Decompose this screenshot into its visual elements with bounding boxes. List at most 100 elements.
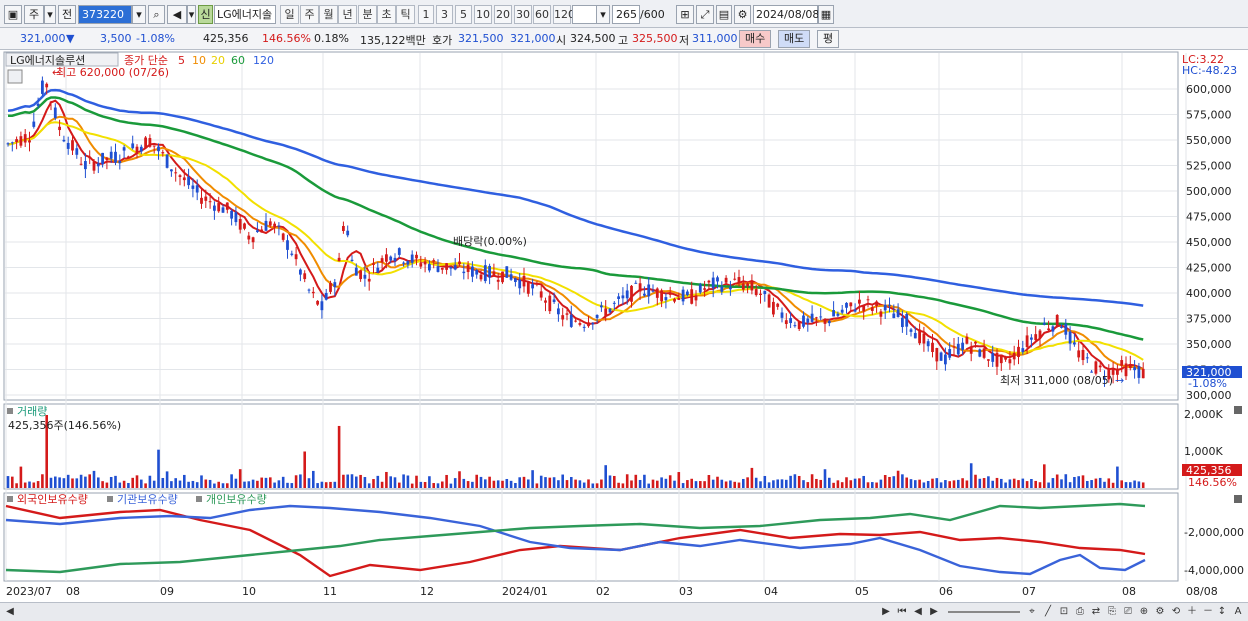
candle-body [311,291,315,294]
candle-body [539,291,543,298]
interval-20[interactable]: 20 [494,5,512,24]
auto-scale-icon[interactable]: A [1234,606,1242,617]
period-year[interactable]: 년 [338,5,357,24]
volume-bar [496,480,500,488]
volume-bar [871,482,874,488]
candle-body [582,326,586,328]
candle-body [200,197,203,204]
eval-button[interactable]: 평 [817,30,840,48]
draw-icon[interactable]: ⤢ [696,5,714,24]
volume-bar [277,480,281,488]
period-second[interactable]: 초 [377,5,396,24]
low-arrow-icon: → [1115,374,1124,387]
range-select[interactable]: 전 [58,5,76,24]
candle-body [15,139,18,143]
holding-panel-close-icon[interactable] [1234,495,1242,503]
candle-body [1038,330,1042,339]
candle-body [806,318,810,323]
volume-note: 425,356주(146.56%) [8,419,121,432]
tool-save-icon[interactable]: ⎚ [1124,606,1132,617]
step-forward-icon[interactable]: ▶ [930,606,938,617]
scroll-left-icon[interactable]: ◀ [6,606,14,617]
tool-print-icon[interactable]: ⎙ [1076,606,1084,617]
tool-reset-icon[interactable]: ⟲ [1171,606,1181,617]
chart-tools-icon[interactable]: ⊞ [676,5,694,24]
tool-crosshair-icon[interactable]: ⌖ [1029,606,1035,617]
period-day[interactable]: 일 [280,5,299,24]
chart-title-box [5,52,119,67]
chevron-down-icon[interactable]: ▾ [44,5,56,24]
scale-icon[interactable]: ↕ [1217,606,1227,617]
market-select[interactable]: 주 [24,5,44,24]
interval-60[interactable]: 60 [533,5,551,24]
code-dropdown-icon[interactable]: ▾ [132,5,146,24]
dividend-note: 배당락(0.00%) [453,235,527,248]
volume-bar [909,479,913,488]
tool-period-icon[interactable]: ⊡ [1059,606,1069,617]
candle-body [1124,363,1128,377]
scroll-right-icon[interactable]: ▶ [882,606,890,617]
candle-body [217,203,221,212]
period-month[interactable]: 월 [319,5,338,24]
period-week[interactable]: 주 [300,5,319,24]
period-tick[interactable]: 틱 [396,5,415,24]
interval-1[interactable]: 1 [418,5,434,24]
tool-zoom-icon[interactable]: ⊕ [1139,606,1149,617]
zoom-slider[interactable] [948,611,1020,613]
sound-icon[interactable]: ◀ [167,5,187,24]
zoom-in-icon[interactable]: ＋ [1187,606,1197,617]
volume-bar [337,425,341,488]
volume-bar [591,483,595,488]
candle-body [165,154,169,168]
credit-badge[interactable]: 신 [198,5,213,24]
window-icon[interactable]: ▣ [4,5,22,24]
zoom-out-icon[interactable]: － [1203,606,1213,617]
volume-bar [557,480,560,488]
date-input[interactable]: 2024/08/08 [753,5,819,24]
gear-icon[interactable]: ⚙ [734,5,751,24]
tool-line-icon[interactable]: ╱ [1044,606,1052,617]
volume-bar [694,481,698,488]
turnover-rate: 0.18% [314,32,349,45]
interval-input[interactable] [572,5,598,24]
x-axis-label: 2023/07 [6,585,52,598]
jump-start-icon[interactable]: ⏮ [897,606,907,617]
search-icon[interactable]: ⌕ [148,5,165,24]
count-input[interactable]: 265 [612,5,640,24]
step-back-icon[interactable]: ◀ [914,606,922,617]
volume-bar [449,483,453,488]
candle-body [969,347,973,354]
stock-chart[interactable]: 600,000 575,000 550,000 525,000 500,000 475,0… [0,50,1248,602]
volume-bar [587,479,590,488]
interval-dropdown-icon[interactable]: ▾ [596,5,610,24]
chart-scrollbar[interactable]: ◀ ▶ ⏮ ◀ ▶ ⌖ ╱ ⊡ ⎙ ⇄ ⎘ ⎚ ⊕ ⚙ ⟲ ＋ － ↕ A [0,602,1248,621]
chart-area[interactable]: 600,000 575,000 550,000 525,000 500,000 475,0… [0,50,1248,602]
candle-body [157,146,160,152]
sell-button[interactable]: 매도 [778,30,811,48]
stock-code-input[interactable]: 373220 [78,5,132,24]
candle-body [741,283,745,290]
calculator-icon[interactable] [7,69,23,84]
tool-compare-icon[interactable]: ⇄ [1091,606,1101,617]
calendar-icon[interactable]: ▦ [818,5,834,24]
interval-120[interactable]: 120 [553,5,575,24]
volume-marker-icon [7,408,13,414]
sound-dropdown-icon[interactable]: ▾ [187,5,196,24]
buy-button[interactable]: 매수 [739,30,772,48]
interval-10[interactable]: 10 [474,5,492,24]
volume-bar [677,472,681,488]
current-price: 321,000 [20,32,66,45]
candle-body [784,320,788,325]
tool-settings-icon[interactable]: ⚙ [1155,606,1165,617]
period-minute[interactable]: 분 [358,5,377,24]
volume-bar [1116,466,1119,488]
save-icon[interactable]: ▤ [716,5,732,24]
interval-5[interactable]: 5 [455,5,472,24]
volume-bar [724,481,728,488]
candle-body [638,283,642,292]
candle-body [974,341,977,344]
interval-30[interactable]: 30 [514,5,532,24]
interval-3[interactable]: 3 [436,5,453,24]
tool-copy-icon[interactable]: ⎘ [1108,606,1116,617]
volume-panel-close-icon[interactable] [1234,406,1242,414]
